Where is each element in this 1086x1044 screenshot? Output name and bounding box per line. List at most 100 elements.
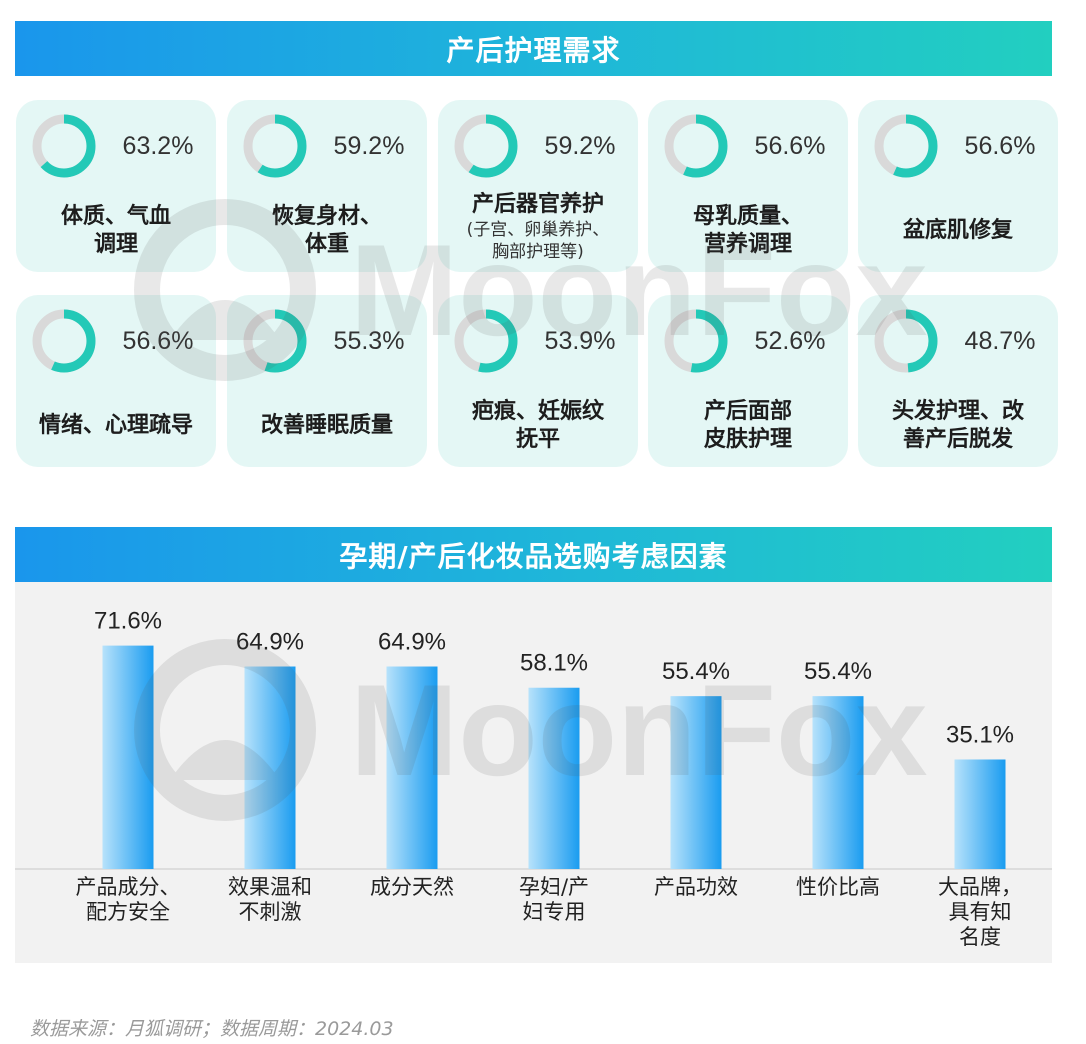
x-tick-label-line: 孕妇/产: [518, 875, 590, 899]
x-tick-label-line: 大品牌，: [938, 875, 1022, 899]
x-tick-label: 成分天然: [347, 875, 477, 900]
bar-chart-svg: 71.6% 64.9% 64.9% 58.1% 55.4% 55.4% 35.1%: [15, 608, 1052, 870]
need-card: 55.3% 改善睡眠质量: [227, 295, 427, 467]
donut-gauge: [32, 114, 96, 178]
donut-arc: [454, 114, 518, 178]
need-label-line: 盆底肌修复: [902, 218, 1013, 243]
need-percent: 48.7%: [964, 327, 1036, 355]
x-tick-label-line: 产品功效: [654, 875, 738, 899]
donut-gauge: [874, 114, 938, 178]
need-label: 疤痕、妊娠纹 抚平: [444, 391, 632, 461]
need-card: 59.2% 产后器官养护 (子宫、卵巢养护、 胸部护理等): [438, 100, 638, 272]
bar: [954, 759, 1006, 869]
need-label-line: 产后面部: [703, 399, 792, 424]
donut-gauge: [664, 309, 728, 373]
donut-gauge: [454, 309, 518, 373]
need-label-line: 体重: [304, 232, 349, 257]
need-label-line: 抚平: [515, 427, 560, 452]
donut-arc: [664, 309, 728, 373]
need-sublabel-line: 胸部护理等): [492, 242, 584, 262]
x-tick-label-line: 成分天然: [370, 875, 454, 899]
need-label: 产后面部 皮肤护理: [654, 391, 842, 461]
x-tick-label-line: 具有知: [948, 900, 1012, 924]
need-percent: 63.2%: [122, 132, 194, 160]
bar-value-label: 55.4%: [804, 658, 872, 685]
need-label: 情绪、心理疏导: [22, 391, 210, 461]
donut-arc: [243, 114, 307, 178]
donut-gauge: [243, 309, 307, 373]
need-label-line: 皮肤护理: [703, 427, 792, 452]
need-sublabel-line: (子宫、卵巢养护、: [466, 220, 610, 240]
bar-value-label: 55.4%: [662, 658, 730, 685]
need-label: 产后器官养护 (子宫、卵巢养护、 胸部护理等): [444, 188, 632, 266]
x-tick-label-line: 名度: [959, 925, 1001, 949]
need-percent: 53.9%: [544, 327, 616, 355]
bar-value-label: 64.9%: [378, 629, 446, 656]
need-label-line: 母乳质量、: [692, 204, 803, 229]
x-tick-label-line: 不刺激: [238, 900, 302, 924]
donut-gauge: [454, 114, 518, 178]
need-label-line: 疤痕、妊娠纹: [471, 399, 604, 424]
bar-value-label: 64.9%: [236, 629, 304, 656]
bar-value-label: 71.6%: [94, 608, 162, 635]
need-percent: 52.6%: [754, 327, 826, 355]
donut-arc: [243, 309, 307, 373]
x-tick-label-line: 性价比高: [796, 875, 880, 899]
need-label: 体质、气血 调理: [22, 196, 210, 266]
need-label-line: 情绪、心理疏导: [38, 413, 193, 438]
need-card: 56.6% 盆底肌修复: [858, 100, 1058, 272]
need-percent: 56.6%: [122, 327, 194, 355]
donut-gauge: [243, 114, 307, 178]
need-label: 盆底肌修复: [864, 196, 1052, 266]
x-tick-label: 大品牌， 具有知 名度: [915, 875, 1045, 950]
need-card: 63.2% 体质、气血调理: [16, 100, 216, 272]
bar: [528, 687, 580, 869]
need-label: 恢复身材、 体重: [233, 196, 421, 266]
need-percent: 55.3%: [333, 327, 405, 355]
need-label-line: 体质、气血: [60, 204, 171, 229]
need-label: 改善睡眠质量: [233, 391, 421, 461]
donut-arc: [454, 309, 518, 373]
need-label-line: 恢复身材、: [271, 204, 382, 229]
need-label: 头发护理、改 善产后脱发: [864, 391, 1052, 461]
need-label-line: 头发护理、改: [891, 399, 1024, 424]
donut-arc: [32, 114, 96, 178]
bar-value-label: 35.1%: [946, 721, 1014, 748]
donut-gauge: [874, 309, 938, 373]
donut-gauge: [32, 309, 96, 373]
need-card: 56.6% 母乳质量、 营养调理: [648, 100, 848, 272]
need-label-line: 善产后脱发: [902, 427, 1013, 452]
bar: [670, 696, 722, 869]
bar: [386, 666, 438, 869]
donut-arc: [874, 309, 938, 373]
care-needs-title: 产后护理需求: [446, 33, 621, 67]
need-card: 52.6% 产后面部皮肤护理: [648, 295, 848, 467]
need-card: 59.2% 恢复身材、体重: [227, 100, 427, 272]
donut-arc: [874, 114, 938, 178]
need-percent: 56.6%: [964, 132, 1036, 160]
need-percent: 59.2%: [333, 132, 405, 160]
need-label: 母乳质量、 营养调理: [654, 196, 842, 266]
x-tick-label: 效果温和 不刺激: [205, 875, 335, 925]
x-tick-label: 产品功效: [631, 875, 761, 900]
need-label-line: 产后器官养护: [471, 192, 604, 217]
need-percent: 56.6%: [754, 132, 826, 160]
bar: [102, 645, 154, 869]
x-tick-label-line: 妇专用: [522, 900, 586, 924]
x-tick-label: 性价比高: [773, 875, 903, 900]
data-source-note: 数据来源：月狐调研；数据周期：2024.03: [30, 1018, 394, 1040]
donut-arc: [664, 114, 728, 178]
care-needs-banner: 产后护理需求: [15, 21, 1052, 76]
bar-value-label: 58.1%: [520, 650, 588, 677]
purchase-factors-title: 孕期/产后化妆品选购考虑因素: [339, 539, 728, 573]
donut-arc: [32, 309, 96, 373]
purchase-factors-banner: 孕期/产后化妆品选购考虑因素: [15, 527, 1052, 582]
bar: [244, 666, 296, 869]
need-card: 53.9% 疤痕、妊娠纹 抚平: [438, 295, 638, 467]
bar: [812, 696, 864, 869]
need-label-line: 调理: [93, 232, 138, 257]
x-tick-label: 产品成分、 配方安全: [63, 875, 193, 925]
need-label-line: 改善睡眠质量: [260, 413, 393, 438]
x-tick-label-line: 配方安全: [86, 900, 170, 924]
need-card: 56.6% 情绪、心理疏导: [16, 295, 216, 467]
